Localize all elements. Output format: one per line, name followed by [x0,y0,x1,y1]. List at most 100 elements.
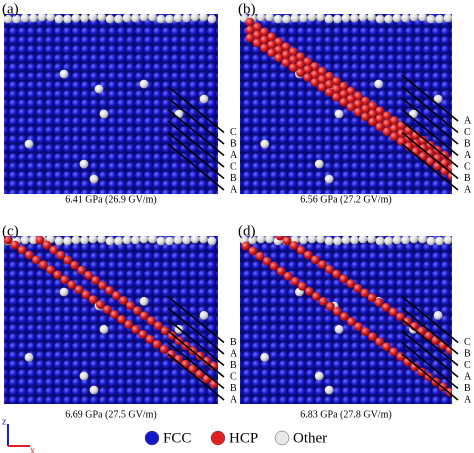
hcp-atom [289,241,299,250]
hcp-atom [17,245,27,255]
surface-atom [88,236,98,244]
hcp-atom [181,359,190,369]
hcp-atom [360,288,370,298]
hcp-atom [252,30,262,40]
hcp-atom [160,326,170,336]
surface-atom [256,14,266,22]
hcp-atom [317,66,327,76]
other-atom [324,174,334,184]
surface-atom [80,236,89,245]
hcp-atom [274,37,284,47]
stacking-plane [167,131,225,180]
hcp-atom [396,312,405,322]
stacking-label: C [230,371,237,382]
hcp-atom [112,291,121,300]
hcp-atom [77,265,87,275]
stacking-label: C [464,360,471,371]
other-atom [59,287,69,297]
surface-atom [139,236,149,244]
hcp-atom [288,47,298,56]
other-atom [79,371,89,381]
surface-atom [173,14,183,23]
hcp-atom [10,240,20,250]
surface-atom [148,14,157,22]
panel-label: (b) [238,1,256,17]
hcp-atom [63,255,73,265]
hcp-atom [381,302,391,312]
surface-atom [401,236,410,245]
surface-atom [290,14,300,23]
surface-atom [71,14,81,23]
hcp-atom [382,111,392,121]
hcp-atom [382,342,392,352]
surface-atom [54,14,64,24]
caption: 6.69 GPa (27.5 GV/m) [65,409,156,420]
hcp-atom [146,316,156,326]
hcp-atom [133,306,142,315]
hcp-atom [70,260,80,270]
hcp-atom [255,251,265,261]
other-atom [24,139,34,149]
hcp-atom [368,332,378,342]
hcp-atom [424,331,434,341]
surface-atom [375,14,385,24]
surface-atom [37,14,47,22]
hcp-atom [339,89,349,99]
fcc-atoms [4,14,218,194]
stacking-label: B [464,138,471,149]
other-atom [139,296,149,306]
hcp-atom [389,347,399,357]
legend-swatch [144,430,160,446]
hcp-atom [245,33,255,43]
surface-atom [97,14,106,22]
hcp-atom [346,86,356,96]
hcp-atom [304,286,314,296]
hcp-atom [411,130,421,140]
caption: 6.83 GPa (27.8 GV/m) [300,409,391,420]
hcp-atom [281,42,291,52]
stacking-label: C [230,127,237,138]
hcp-atom [417,367,427,377]
surface-atom [190,14,200,22]
surface-atom [156,236,166,246]
hcp-atom [262,256,272,266]
hcp-atom [303,57,313,66]
surface-atom [46,14,55,22]
hcp-atom [39,260,48,270]
hcp-atom [310,69,320,79]
hcp-atom [317,82,327,92]
surface-atom [350,14,359,23]
surface-atom [256,236,266,244]
legend-swatch [210,430,226,446]
hcp-atom [209,361,218,371]
hcp-atom [332,92,341,102]
surface-atom [392,14,402,23]
hcp-atom [195,369,205,379]
x-label: x [30,445,35,453]
hcp-atom [318,296,328,306]
stacking-plane [401,143,459,191]
other-atom [374,79,384,89]
surface-atom [4,14,13,24]
hcp-atom [296,68,305,77]
hcp-atom [49,245,59,255]
other-atom [24,352,34,362]
hcp-atom [382,127,392,137]
stacking-label: C [464,161,471,172]
legend-label: Other [293,430,327,446]
stacking-label: A [230,348,238,359]
surface-atom [80,14,89,23]
surface-atom [418,14,427,22]
stacking-plane [401,353,459,401]
other-atom [89,385,99,395]
hcp-atom [282,236,292,246]
hcp-atom [447,171,452,181]
surface-atom [333,236,342,246]
hcp-atom [145,334,155,344]
hcp-atom [126,301,135,310]
surface-atom [392,236,402,245]
hcp-atom [310,61,320,71]
stacking-label: B [464,383,471,394]
stacking-label: B [464,173,471,184]
